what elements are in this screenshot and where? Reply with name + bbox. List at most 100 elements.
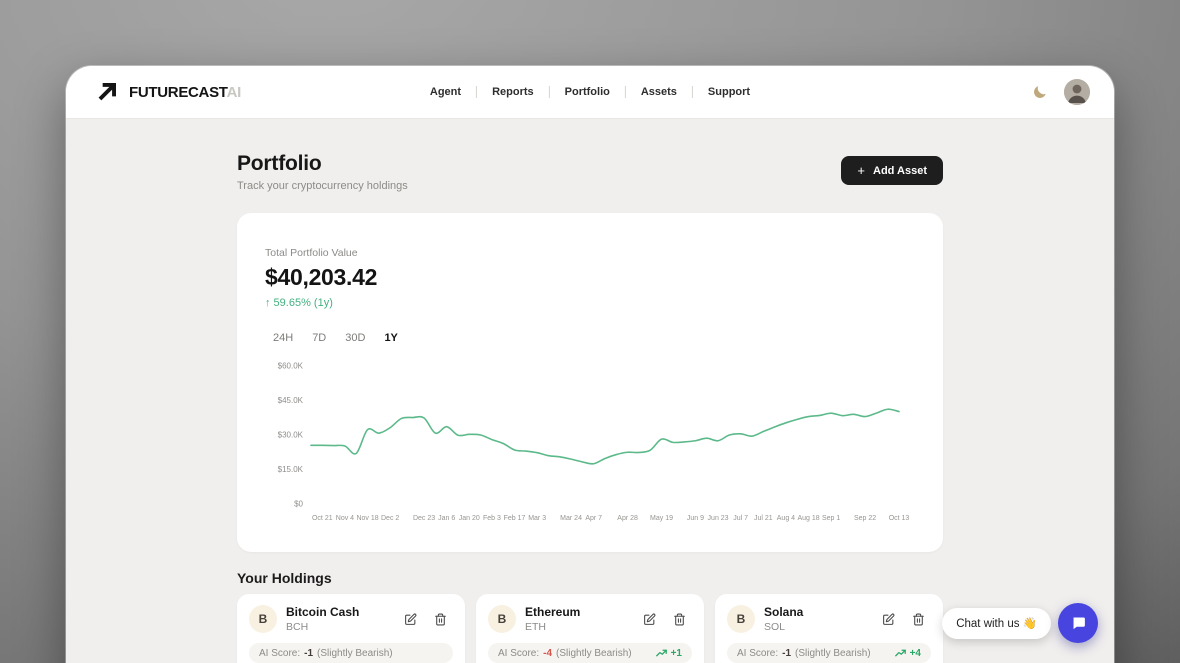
coin-avatar: B [727,605,755,633]
holding-card-header: B Solana SOL [727,605,931,633]
chat-widget: Chat with us 👋 [942,603,1098,643]
svg-text:Sep 22: Sep 22 [854,515,876,522]
arrow-logo-icon [98,83,116,101]
svg-text:May 19: May 19 [650,515,673,522]
trend-value: +1 [670,647,682,659]
coin-name: Solana [764,605,804,619]
ai-score-pill: AI Score: -1 (Slightly Bearish) +4 [727,643,931,663]
range-tab-30d[interactable]: 30D [345,332,366,344]
total-portfolio-label: Total Portfolio Value [265,247,358,259]
nav-item-agent[interactable]: Agent [429,86,462,98]
svg-text:Jun 9: Jun 9 [687,515,704,522]
holding-card-sol[interactable]: B Solana SOL AI Score: [715,594,943,663]
coin-symbol: SOL [764,621,786,633]
delete-asset-button[interactable] [434,613,447,626]
header-actions [1030,79,1090,105]
nav-item-assets[interactable]: Assets [624,86,677,98]
brand-suffix: AI [226,83,242,101]
range-tab-1y[interactable]: 1Y [384,332,398,344]
svg-text:Apr 7: Apr 7 [585,515,602,522]
svg-text:Mar 3: Mar 3 [528,515,546,522]
coin-avatar: B [488,605,516,633]
coin-avatar: B [249,605,277,633]
svg-text:Oct 21: Oct 21 [312,515,333,522]
svg-text:$0: $0 [294,500,303,509]
svg-text:Feb 17: Feb 17 [504,515,526,522]
ai-score-value: -4 [543,647,553,659]
edit-asset-button[interactable] [643,613,656,626]
svg-text:$15.0K: $15.0K [278,465,304,474]
page-subtitle: Track your cryptocurrency holdings [237,180,408,192]
nav-item-portfolio[interactable]: Portfolio [548,86,610,98]
svg-text:Oct 13: Oct 13 [889,515,910,522]
svg-text:Aug 4: Aug 4 [777,515,795,522]
user-avatar[interactable] [1064,79,1090,105]
nav-item-reports[interactable]: Reports [476,86,534,98]
edit-asset-button[interactable] [404,613,417,626]
time-range-tabs: 24H 7D 30D 1Y [265,332,907,344]
portfolio-line-series [310,408,900,465]
page-head: Portfolio Track your cryptocurrency hold… [237,152,943,192]
svg-text:Dec 2: Dec 2 [381,515,399,522]
holding-card-header: B Bitcoin Cash BCH [249,605,453,633]
add-asset-label: Add Asset [873,164,927,177]
edit-icon [644,613,656,625]
chat-fab-button[interactable] [1058,603,1098,643]
brand-logo[interactable]: FUTURECASTAI [94,79,241,105]
nav-item-support[interactable]: Support [691,86,750,98]
ai-score-pill: AI Score: -4 (Slightly Bearish) +1 [488,643,692,663]
chat-with-us-button[interactable]: Chat with us 👋 [942,607,1051,639]
ai-score-note: (Slightly Bearish) [556,647,632,659]
svg-text:$45.0K: $45.0K [278,396,304,405]
delete-asset-button[interactable] [912,613,925,626]
holdings-heading: Your Holdings [237,570,332,586]
portfolio-chart[interactable]: $0 $15.0K $30.0K $45.0K $60.0K Oct 21 Nov 4 Nov… [265,354,910,526]
coin-initial: B [736,612,746,626]
ai-score-label: AI Score: [498,647,540,659]
holdings-grid: B Bitcoin Cash BCH AI [237,594,943,663]
ai-score-label: AI Score: [737,647,779,659]
app-header: FUTURECASTAI Agent Reports Portfolio Ass… [66,66,1114,119]
holding-card-bch[interactable]: B Bitcoin Cash BCH AI [237,594,465,663]
total-portfolio-value: $40,203.42 [265,264,378,290]
score-trend: +1 [655,647,682,659]
coin-initial: B [258,612,268,626]
page-content: Portfolio Track your cryptocurrency hold… [237,152,943,663]
moon-icon [1034,86,1046,98]
svg-text:Jan 20: Jan 20 [459,515,480,522]
ai-score-value: -1 [782,647,792,659]
coin-initial: B [497,612,507,626]
main-nav: Agent Reports Portfolio Assets Support [430,66,750,118]
delete-asset-button[interactable] [673,613,686,626]
add-asset-button[interactable]: + Add Asset [841,156,943,185]
avatar-photo [1064,79,1090,105]
app-window: FUTURECASTAI Agent Reports Portfolio Ass… [66,66,1114,663]
trend-value: +4 [909,647,921,659]
trash-icon [674,613,685,625]
trash-icon [913,613,924,625]
edit-icon [405,613,417,625]
holding-card-header: B Ethereum ETH [488,605,692,633]
holding-card-eth[interactable]: B Ethereum ETH AI Scor [476,594,704,663]
dark-mode-toggle[interactable] [1030,82,1050,102]
coin-name: Bitcoin Cash [286,605,360,619]
svg-text:Sep 1: Sep 1 [822,515,840,522]
coin-symbol: ETH [525,621,546,633]
range-tab-7d[interactable]: 7D [312,332,327,344]
coin-name: Ethereum [525,605,581,619]
ai-score-note: (Slightly Bearish) [795,647,871,659]
chart-area: $0 $15.0K $30.0K $45.0K $60.0K Oct 21 Nov 4 Nov… [265,354,910,526]
svg-text:Jul 21: Jul 21 [754,515,773,522]
svg-text:Dec 23: Dec 23 [413,515,435,522]
svg-text:$60.0K: $60.0K [278,362,304,371]
svg-text:Nov 4: Nov 4 [336,515,354,522]
trending-up-icon [894,649,906,657]
chat-label: Chat with us 👋 [956,618,1037,630]
score-trend: +4 [894,647,921,659]
svg-text:Feb 3: Feb 3 [483,515,501,522]
ai-score-value: -1 [304,647,314,659]
edit-asset-button[interactable] [882,613,895,626]
ai-score-label: AI Score: [259,647,301,659]
range-tab-24h[interactable]: 24H [273,332,294,344]
svg-text:Apr 28: Apr 28 [617,515,638,522]
